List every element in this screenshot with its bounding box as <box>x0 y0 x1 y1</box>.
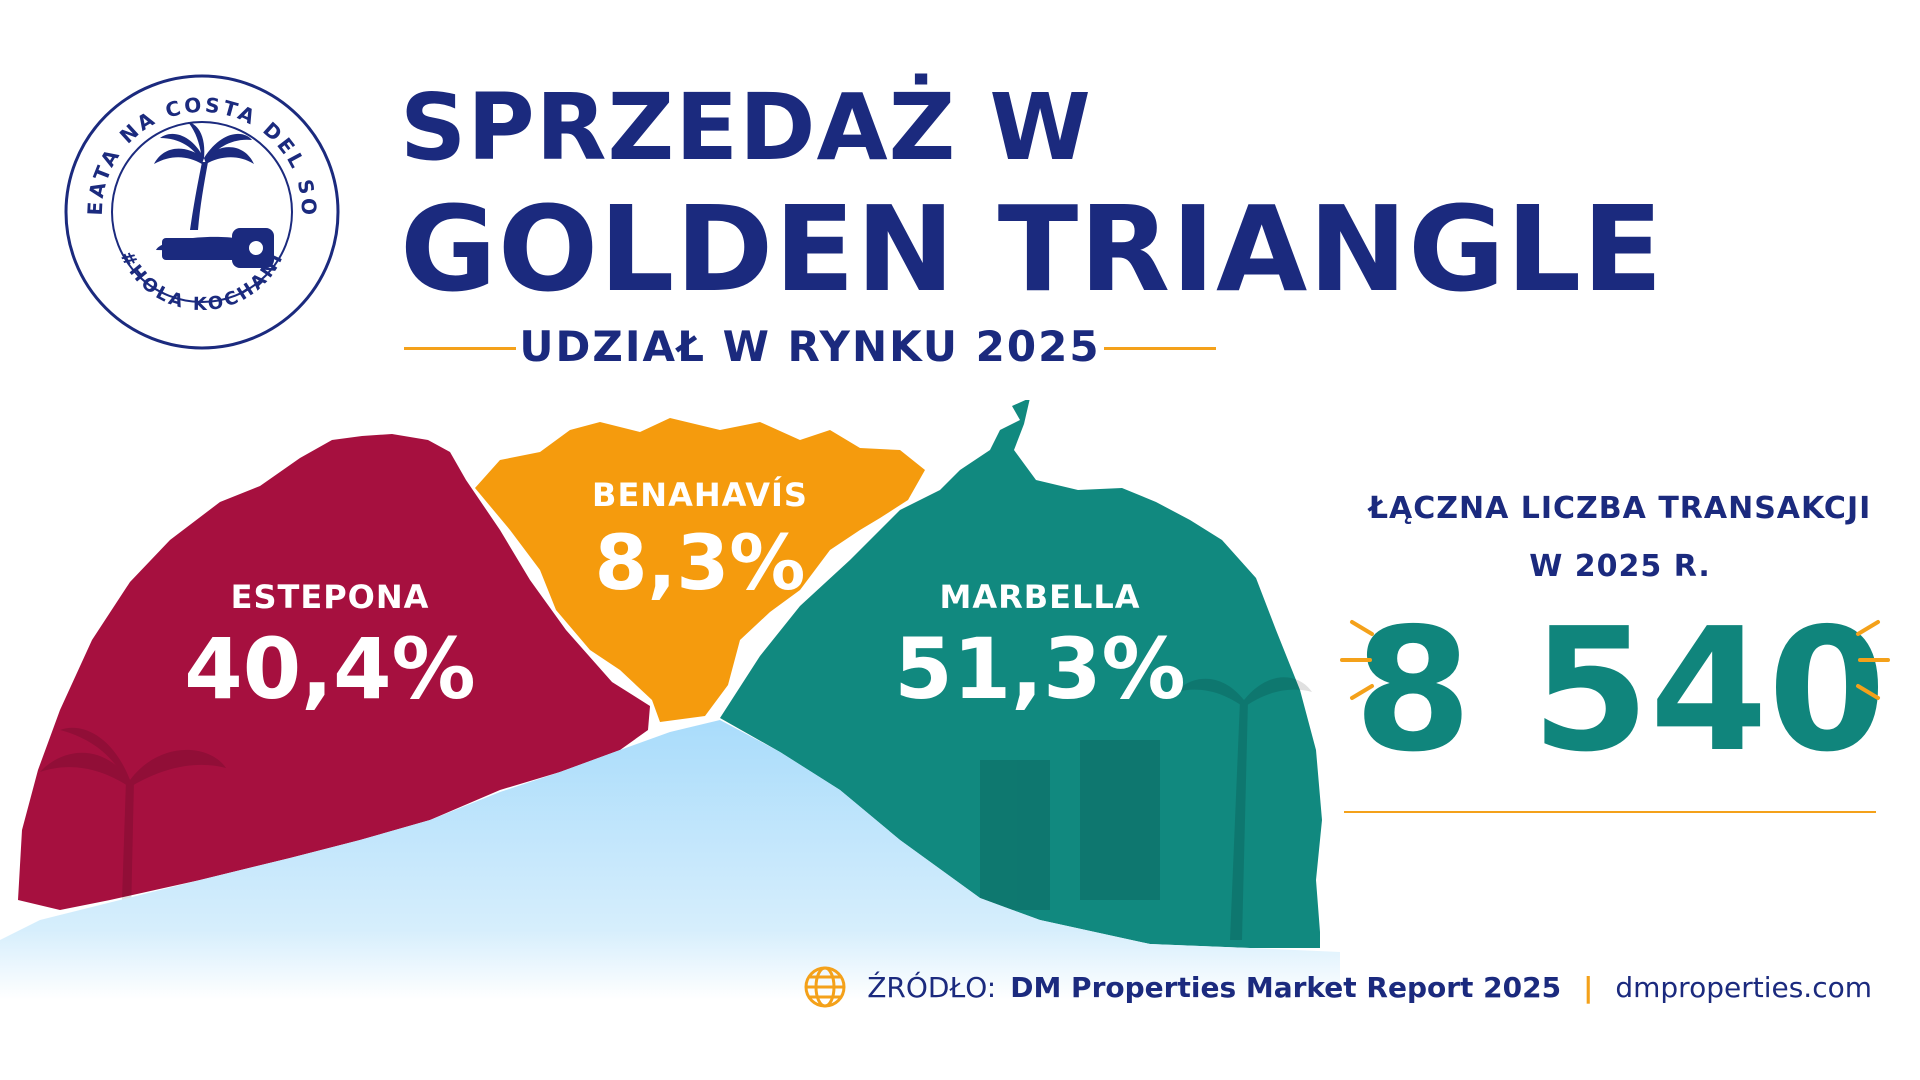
total-transactions-value: 8 540 <box>1353 592 1887 790</box>
subtitle: UDZIAŁ W RYNKU 2025 <box>519 322 1101 371</box>
source-name: DM Properties Market Report 2025 <box>1010 970 1562 1004</box>
subtitle-divider-left <box>404 347 516 350</box>
source-prefix: ŹRÓDŁO: <box>867 970 997 1004</box>
region-map: ESTEPONA 40,4% BENAHAVÍS 8,3% MARBELLA 5… <box>0 398 1340 1000</box>
region-estepona: ESTEPONA 40,4% <box>170 578 490 718</box>
region-benahavis: BENAHAVÍS 8,3% <box>560 476 840 607</box>
region-marbella-value: 51,3% <box>894 620 1186 718</box>
region-benahavis-name: BENAHAVÍS <box>592 476 808 514</box>
region-marbella-name: MARBELLA <box>939 578 1141 616</box>
subtitle-row: UDZIAŁ W RYNKU 2025 <box>404 322 1216 372</box>
page-title: SPRZEDAŻ W GOLDEN TRIANGLE <box>400 74 1664 318</box>
region-estepona-value: 40,4% <box>184 620 476 718</box>
region-estepona-name: ESTEPONA <box>230 578 430 616</box>
title-line-1: SPRZEDAŻ W <box>400 74 1092 181</box>
title-line-2: GOLDEN TRIANGLE <box>400 180 1664 318</box>
source-website-link[interactable]: dmproperties.com <box>1615 970 1872 1004</box>
region-marbella: MARBELLA 51,3% <box>880 578 1200 718</box>
source-separator: | <box>1583 970 1594 1004</box>
region-marbella-shape <box>720 398 1322 948</box>
source-footer: ŹRÓDŁO: DM Properties Market Report 2025… <box>803 965 1872 1009</box>
sea-shape <box>0 720 1340 1000</box>
stats-divider <box>1344 811 1876 813</box>
region-benahavis-value: 8,3% <box>594 518 806 607</box>
region-benahavis-shape <box>475 418 925 722</box>
total-transactions-label-2: W 2025 R. <box>1529 549 1711 584</box>
palm-key-icon <box>154 122 274 268</box>
highlight-rays-icon <box>1340 620 1890 700</box>
total-transactions-panel: ŁĄCZNA LICZBA TRANSAKCJI W 2025 R. 8 540 <box>1340 480 1900 813</box>
globe-icon <box>804 966 846 1008</box>
region-estepona-shape <box>18 434 650 910</box>
total-transactions-label-1: ŁĄCZNA LICZBA TRANSAKCJI <box>1368 491 1872 526</box>
brand-logo: BEATA NA COSTA DEL SOL #HOLA KOCHANI <box>53 53 342 352</box>
subtitle-divider-right <box>1104 347 1216 350</box>
